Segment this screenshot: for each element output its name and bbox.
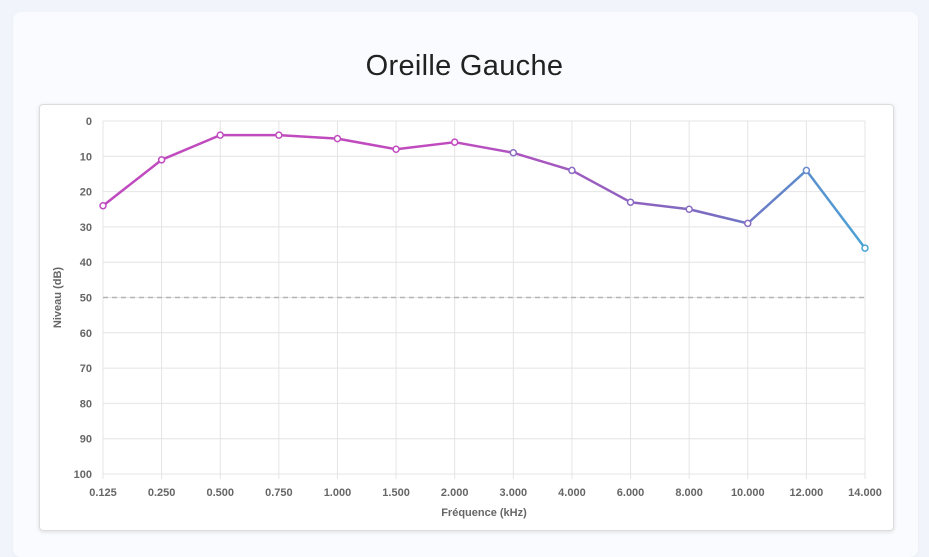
data-point <box>99 201 107 210</box>
chart-container: 0 10 20 30 40 50 60 70 80 90 100 0.125 0.250 0.500 0.7… <box>39 104 894 531</box>
y-tick-label: 20 <box>80 187 92 199</box>
data-point <box>392 145 400 153</box>
data-point <box>509 149 518 157</box>
y-tick-label: 60 <box>80 328 92 340</box>
data-point <box>568 166 576 175</box>
chart-title: Oreille Gauche <box>365 50 564 82</box>
data-point <box>802 166 811 175</box>
data-point <box>685 205 693 213</box>
x-tick-label: 1.500 <box>382 487 410 499</box>
y-tick-label: 50 <box>80 293 92 305</box>
y-tick-label: 70 <box>80 363 92 375</box>
data-point <box>216 131 224 139</box>
data-point <box>626 198 635 206</box>
x-tick-label: 14.000 <box>848 487 882 499</box>
data-point <box>275 131 283 139</box>
y-tick-label: 0 <box>86 116 92 128</box>
x-tick-label: 4.000 <box>558 487 586 499</box>
x-tick-label: 1.000 <box>324 487 352 499</box>
y-tick-label: 90 <box>80 434 92 446</box>
x-tick-label: 12.000 <box>790 487 824 499</box>
x-tick-label: 6.000 <box>617 487 645 499</box>
x-tick-label: 0.125 <box>89 487 117 499</box>
y-tick-label: 100 <box>74 469 92 481</box>
y-tick-label: 40 <box>80 257 92 269</box>
data-point <box>744 219 752 228</box>
x-tick-label: 0.750 <box>265 487 293 499</box>
data-point <box>157 156 166 164</box>
y-tick-label: 30 <box>80 222 92 234</box>
x-tick-label: 3.000 <box>500 487 528 499</box>
x-tick-label: 2.000 <box>441 487 469 499</box>
x-tick-label: 0.250 <box>148 487 176 499</box>
y-tick-label: 10 <box>80 151 92 163</box>
x-axis-label: Fréquence (kHz) <box>441 507 527 519</box>
data-point <box>861 244 869 252</box>
y-tick-label: 80 <box>80 398 92 410</box>
series-line <box>101 133 867 250</box>
y-axis-label: Niveau (dB) <box>52 267 64 328</box>
audiogram-chart: 0 10 20 30 40 50 60 70 80 90 100 0.125 0.250 0.500 0.7… <box>52 116 882 519</box>
x-tick-label: 8.000 <box>675 487 703 499</box>
data-point <box>333 134 342 143</box>
x-tick-label: 0.500 <box>206 487 234 499</box>
data-point <box>450 138 459 146</box>
x-tick-label: 10.000 <box>731 487 765 499</box>
